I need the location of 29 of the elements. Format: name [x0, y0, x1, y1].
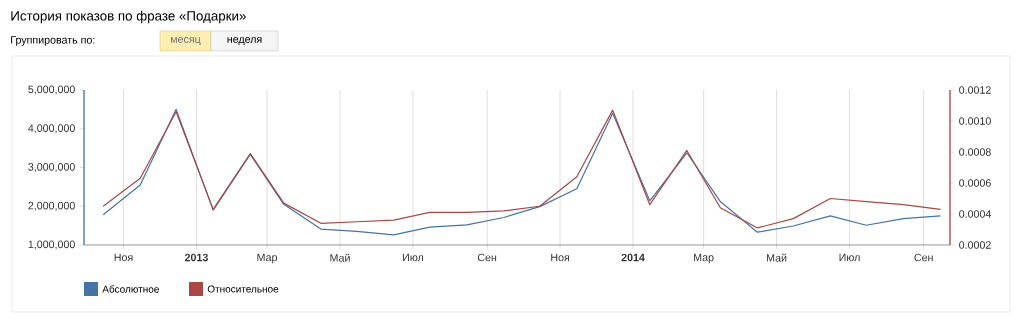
x-tick-label: Сен: [477, 253, 497, 262]
x-tick-label: Мар: [257, 253, 277, 264]
x-tick-label: Май: [330, 253, 350, 262]
text: Группировать по:: [11, 36, 95, 46]
y2-tick-label: 0.0010: [959, 117, 991, 125]
x-tick-label: Ноя: [114, 253, 133, 262]
y2-tick-label: 0.0012: [959, 86, 991, 94]
y2-tick-label: 0.0008: [959, 148, 991, 156]
y-tick-label: 4,000,000: [28, 124, 75, 134]
y-tick-label: 5,000,000: [28, 85, 75, 95]
y2-tick-label: 0.0004: [959, 210, 992, 218]
y2-tick-label: 0.0002: [959, 241, 991, 249]
y2-tick-label: 0.0006: [959, 179, 991, 187]
text: месяц: [171, 37, 201, 45]
y-tick-label: 1,000,000: [28, 240, 75, 250]
text: неделя: [227, 37, 262, 45]
x-tick-label: Мар: [694, 253, 714, 264]
x-tick-label: 2013: [184, 253, 208, 262]
y-tick-label: 3,000,000: [28, 163, 75, 172]
x-tick-label: Июл: [839, 253, 860, 262]
legend-label: Абсолютное: [102, 285, 159, 293]
x-tick-label: Ноя: [551, 253, 570, 262]
chart-title: История показов по фразе «Подарки»: [11, 10, 246, 24]
x-tick-label: Июл: [403, 253, 424, 262]
x-tick-label: Май: [766, 253, 787, 262]
x-tick-label: 2014: [621, 253, 645, 262]
legend-label: Относительное: [207, 285, 279, 293]
x-tick-label: Сен: [914, 253, 933, 262]
y-tick-label: 2,000,000: [28, 201, 75, 211]
